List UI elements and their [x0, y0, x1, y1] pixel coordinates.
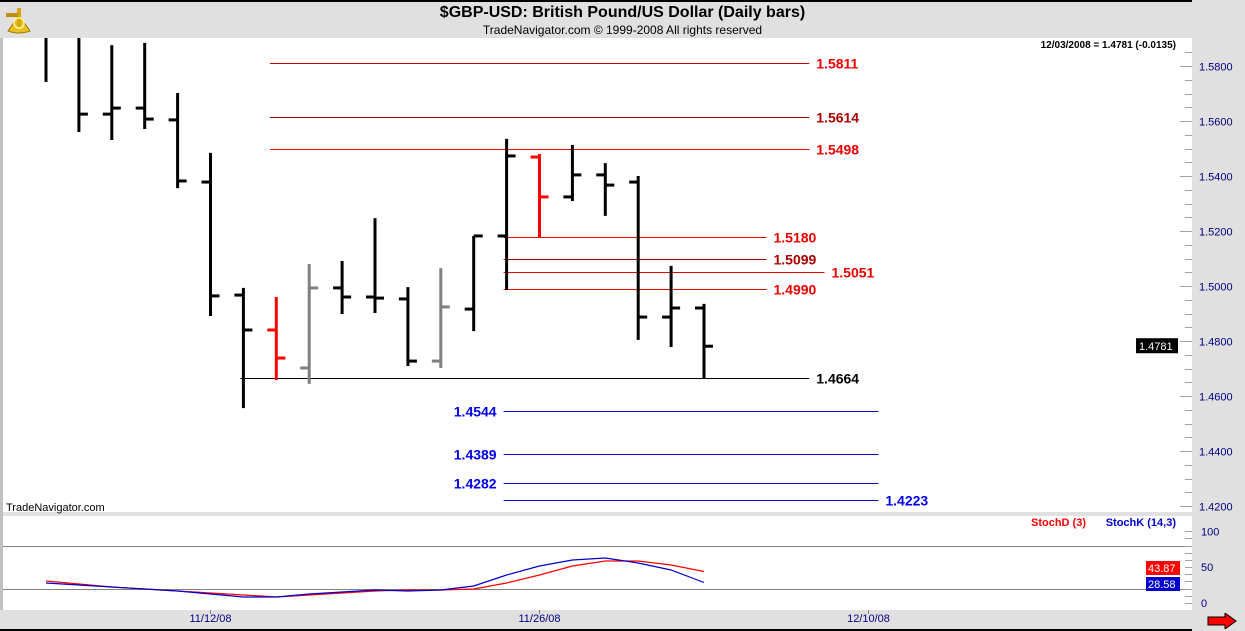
date-axis-background: [0, 610, 1192, 629]
chart-title: $GBP-USD: British Pound/US Dollar (Daily…: [439, 4, 806, 21]
ohlc-bar: [530, 154, 549, 238]
level-label: 1.4990: [774, 282, 817, 298]
stochastic-lines: 100 50 0 43.87 28.58: [3, 526, 1219, 610]
left-border: [0, 38, 3, 610]
x-tick-label: 11/26/08: [518, 613, 560, 625]
y-tick-label: 1.5000: [1199, 282, 1233, 294]
level-label: 1.5099: [774, 252, 817, 268]
ohlc-bars: [44, 38, 713, 409]
level-label: 1.4282: [454, 476, 497, 492]
ohlc-bar: [398, 287, 417, 367]
ohlc-bar: [464, 234, 483, 332]
y-tick-label: 1.5800: [1199, 62, 1233, 74]
ohlc-bar: [135, 42, 154, 129]
level-label: 1.5498: [816, 142, 859, 158]
bottom-border: [0, 629, 1245, 631]
stochastic-panel: [3, 516, 1192, 610]
window-top-border: [0, 0, 1245, 2]
level-label: 1.5614: [816, 110, 859, 126]
ohlc-bar: [333, 260, 352, 315]
stoch-last-box: [1146, 561, 1180, 575]
level-label: 1.4223: [885, 493, 928, 509]
y-tick-label: 1.5200: [1199, 227, 1233, 239]
ohlc-bar: [168, 92, 187, 189]
ohlc-bar: [234, 287, 253, 409]
axis-background: [1192, 0, 1245, 631]
ohlc-bar: [695, 303, 713, 379]
ohlc-bar: [366, 218, 384, 313]
ohlc-bar: [596, 163, 615, 216]
ohlc-bar: [102, 45, 121, 140]
y-tick-label: 1.5400: [1199, 172, 1233, 184]
y-tick-label: 1.4800: [1199, 337, 1233, 349]
red-arrow-right-icon[interactable]: [1207, 613, 1237, 629]
y-tick-label: 1.4200: [1199, 502, 1233, 514]
price-readout: 12/03/2008 = 1.4781 (-0.0135): [1041, 40, 1176, 51]
stoch-tick-label: 50: [1201, 562, 1213, 574]
ohlc-bar: [300, 264, 319, 384]
price-panel: [3, 38, 1192, 512]
x-tick-label: 11/12/08: [189, 613, 231, 625]
legend-stochd: StochD (3): [1031, 517, 1086, 529]
ohlc-bar: [497, 138, 516, 291]
legend-stochk: StochK (14,3): [1106, 517, 1177, 529]
y-tick-label: 1.4600: [1199, 392, 1233, 404]
last-price-label: 1.4781: [1139, 341, 1173, 353]
level-label: 1.4389: [454, 447, 497, 463]
date-axis: 11/12/08 11/26/08 12/10/08: [189, 610, 890, 625]
y-tick-label: 1.5600: [1199, 117, 1233, 129]
ohlc-bar: [267, 297, 286, 381]
level-label: 1.4544: [454, 404, 497, 420]
stoch-tick-label: 100: [1201, 526, 1219, 538]
ohlc-bar: [201, 152, 220, 316]
watermark: TradeNavigator.com: [6, 502, 105, 514]
level-label: 1.4664: [816, 371, 859, 387]
ohlc-bar: [662, 265, 681, 348]
stoch-last-label: 43.87: [1148, 563, 1176, 575]
level-label: 1.5180: [774, 230, 817, 246]
x-tick-label: 12/10/08: [847, 613, 890, 625]
y-tick-label: 1.4400: [1199, 447, 1233, 459]
last-price-box: [1136, 338, 1178, 354]
stoch-tick-label: 0: [1201, 598, 1207, 610]
stoch-series-line: [45, 557, 705, 598]
panel-separator: [0, 512, 1192, 516]
stoch-last-box: [1146, 577, 1180, 591]
ohlc-bar: [77, 38, 88, 132]
ohlc-bar: [431, 268, 450, 368]
ohlc-bar: [629, 176, 648, 340]
chart-subtitle: TradeNavigator.com © 1999-2008 All right…: [482, 23, 763, 37]
price-levels: 1.5811 1.5614 1.5498 1.5180 1.5099 1.5051 1.49…: [240, 56, 928, 509]
sextant-icon[interactable]: [4, 5, 34, 35]
stoch-last-label: 28.58: [1148, 579, 1176, 591]
level-label: 1.5811: [816, 56, 858, 72]
ohlc-bar: [563, 144, 582, 202]
level-label: 1.5051: [832, 265, 875, 281]
